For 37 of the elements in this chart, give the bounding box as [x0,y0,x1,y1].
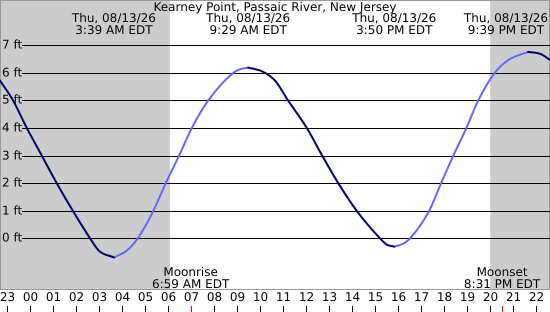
x-tick-label: 14 [344,290,360,304]
x-tick-label: 16 [390,290,406,304]
x-tick-label: 17 [414,290,430,304]
x-tick-label: 03 [92,290,108,304]
annotation: Thu, 08/13/26 3:39 AM EDT [70,11,156,38]
x-tick-label: 18 [436,290,452,304]
x-tick-label: 22 [528,290,544,304]
x-tick-label: 15 [368,290,384,304]
annotation: Thu, 08/13/26 9:29 AM EDT [205,11,290,38]
x-tick-label: 09 [230,290,246,304]
x-tick-label: 19 [460,290,476,304]
ref-line-label: Moonrise 6:59 AM EDT [152,265,230,292]
x-tick-label: 13 [322,290,338,304]
x-tick-label: 21 [506,290,522,304]
annotation: Thu, 08/13/26 9:39 PM EDT [462,11,548,38]
y-tick-label: 2 ft [2,176,22,190]
x-tick-label: 06 [160,290,176,304]
y-tick-label: 3 ft [2,148,22,163]
y-tick-label: 7 ft [2,38,22,52]
x-tick-label: 20 [482,290,498,304]
x-tick-label: 04 [114,290,130,304]
x-tick-label: 02 [68,290,84,304]
x-tick-label: 07 [184,290,200,304]
y-tick-label: 6 ft [2,66,22,80]
ref-line-label: Moonset 8:31 PM EDT [464,265,541,292]
y-tick-label: 5 ft [2,92,22,107]
x-tick-label: 08 [206,290,222,304]
y-tick-label: 4 ft [2,120,22,135]
x-tick-label: 10 [252,290,268,304]
y-tick-label: 1 ft [2,204,22,218]
x-tick-label: 01 [46,290,62,304]
x-tick-label: 11 [276,290,292,304]
x-tick-label: 12 [298,290,314,304]
x-tick-label: 05 [138,290,154,304]
y-tick-label: 0 ft [2,230,22,245]
x-tick-label: 23 [0,290,16,304]
x-tick-label: 00 [22,290,38,304]
